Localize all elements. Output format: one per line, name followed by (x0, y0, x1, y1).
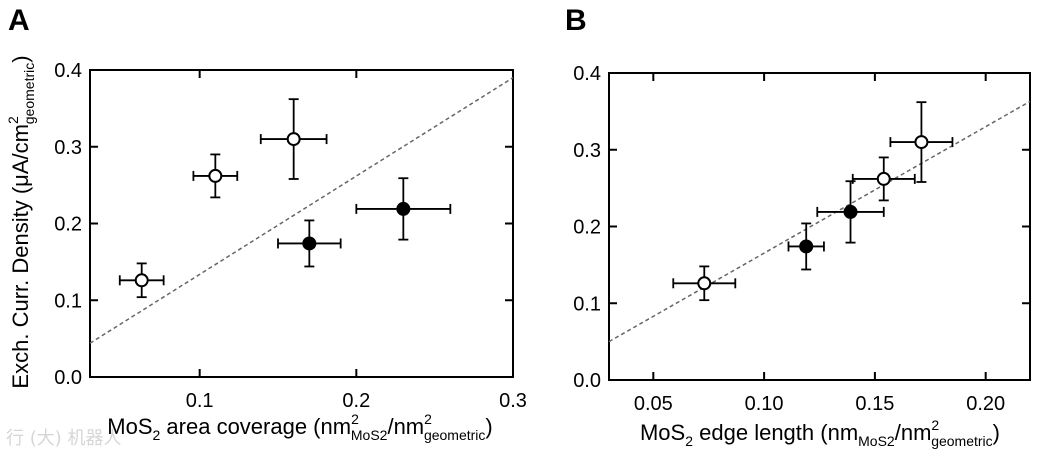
panel-b-data-point (787, 222, 825, 271)
panel-b-ytick-label: 0.1 (573, 293, 601, 315)
panel-a-ylabel: Exch. Curr. Density (μA/cm2geometric) (5, 55, 37, 388)
panel-b-xtick-label: 0.15 (855, 393, 894, 415)
panel-a-ticks: 0.1 0.2 0.3 0.0 0.1 0.2 0.3 0.4 (54, 60, 527, 412)
panel-a-xlabel: MoS2 area coverage (nm2 MoS2/nm2 geometric… (107, 411, 492, 443)
panel-a-data-point (118, 262, 165, 299)
open-circle-marker (914, 135, 929, 150)
panel-b-xtick-label: 0.10 (745, 393, 784, 415)
filled-circle-marker (843, 204, 858, 219)
panel-b-xtick-label: 0.20 (966, 393, 1005, 415)
panel-b-xlabel: MoS2 edge length (nmMoS2/nm2 geometric) (640, 417, 1000, 449)
panel-b: B 0.05 0.10 0.15 0.20 0.0 0.1 0.2 0.3 0.4 MoS2 e… (565, 4, 1031, 449)
panel-b-data-point (672, 265, 737, 302)
panel-b-data-point (816, 180, 885, 244)
panel-b-xtick-label: 0.05 (634, 393, 673, 415)
open-circle-marker (286, 132, 301, 147)
panel-b-dashed-fit-line (608, 100, 1031, 343)
open-circle-marker (134, 273, 149, 288)
panel-b-ytick-label: 0.2 (573, 217, 601, 239)
panel-b-ytick-label: 0.4 (573, 63, 601, 85)
panel-b-label: B (565, 4, 587, 37)
panel-a-data-point (355, 177, 452, 241)
open-circle-marker (208, 168, 223, 183)
panel-a-xtick-label: 0.1 (186, 390, 214, 412)
panel-b-data-point (889, 101, 954, 183)
panel-a-data-point (192, 153, 239, 199)
panel-b-points (672, 101, 954, 302)
filled-circle-marker (799, 239, 814, 254)
panel-a: A 0.1 0.2 0.3 0.0 0.1 0.2 0.3 0.4 MoS2 area cov… (5, 4, 527, 443)
panel-a-xtick-label: 0.2 (342, 390, 370, 412)
panel-a-ytick-label: 0.0 (54, 367, 82, 389)
panel-a-dashed-fit-line (89, 77, 514, 344)
panel-a-plot-frame (89, 69, 514, 378)
open-circle-marker (697, 276, 712, 291)
filled-circle-marker (302, 236, 317, 251)
panel-a-label: A (8, 4, 30, 37)
panel-b-data-point (851, 156, 916, 202)
panel-a-reference-line (89, 77, 514, 344)
filled-circle-marker (396, 201, 411, 216)
panel-b-plot-frame (608, 72, 1031, 381)
open-circle-marker (876, 171, 891, 186)
panel-a-ytick-label: 0.3 (54, 137, 82, 159)
panel-b-ticks: 0.05 0.10 0.15 0.20 0.0 0.1 0.2 0.3 0.4 (573, 63, 1030, 415)
panel-a-data-point (277, 219, 342, 268)
panel-b-reference-line (608, 100, 1031, 343)
watermark: 行 (大) 机器人 (6, 428, 122, 449)
panel-a-ytick-label: 0.1 (54, 290, 82, 312)
panel-a-points (118, 98, 452, 299)
panel-a-ytick-label: 0.4 (54, 60, 82, 82)
panel-a-data-point (259, 98, 328, 180)
panel-b-ytick-label: 0.3 (573, 140, 601, 162)
panel-a-xtick-label: 0.3 (499, 390, 527, 412)
panel-a-ytick-label: 0.2 (54, 214, 82, 236)
panel-b-ytick-label: 0.0 (573, 370, 601, 392)
